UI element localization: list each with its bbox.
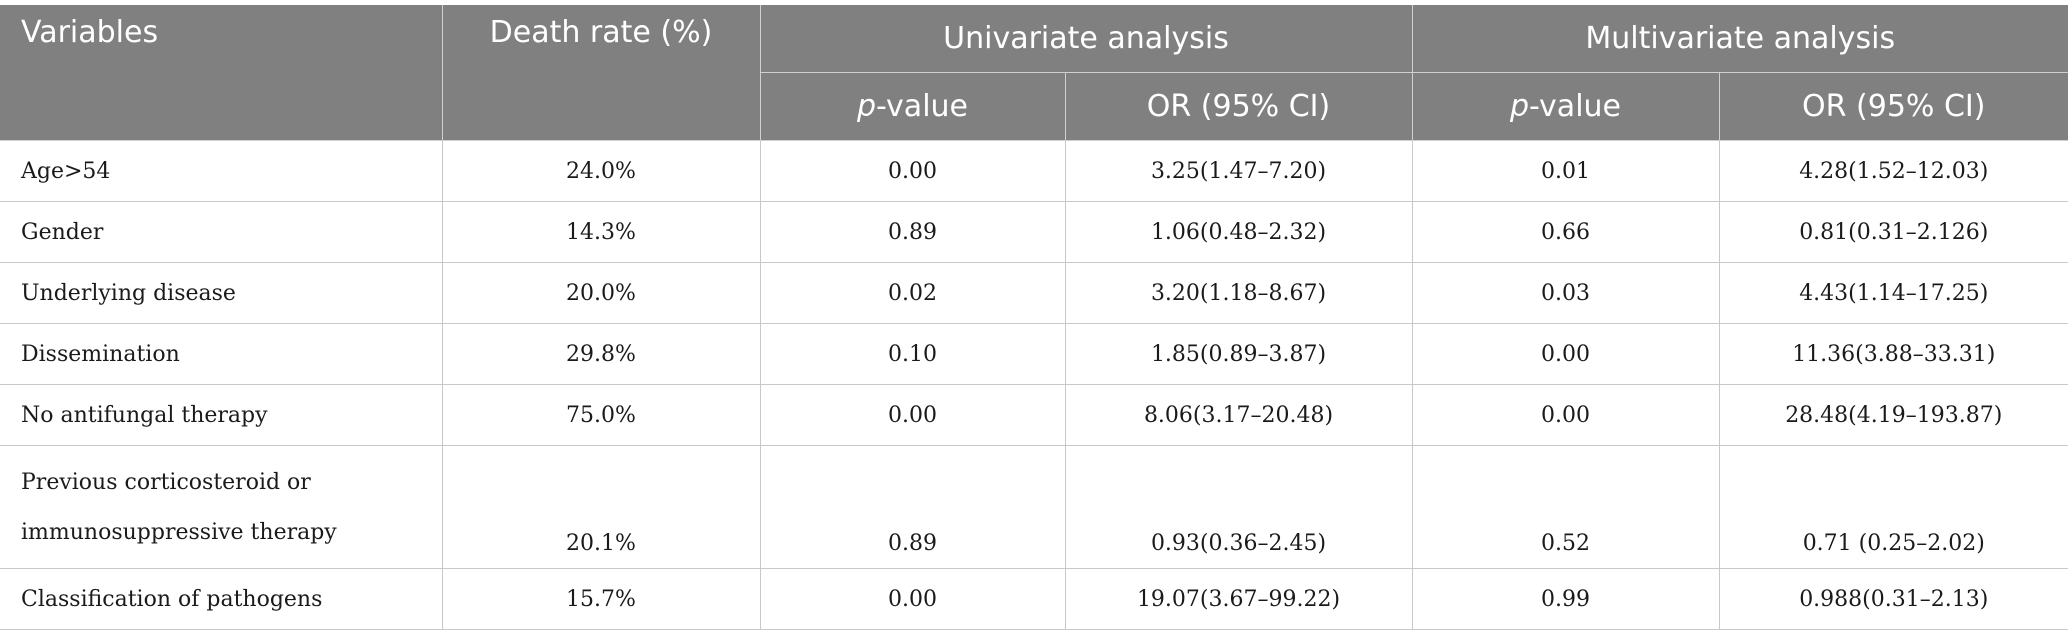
cell-variable: Classification of pathogens: [0, 568, 443, 630]
cell-multi-p: 0.00: [1412, 384, 1720, 446]
cell-variable: Age>54: [0, 140, 443, 202]
cell-uni-p: 0.89: [760, 201, 1066, 263]
cell-multi-or: 11.36(3.88–33.31): [1719, 323, 2068, 385]
cell-variable: Gender: [0, 201, 443, 263]
cell-multi-or: 0.71 (0.25–2.02): [1719, 445, 2068, 569]
cell-multi-or: 4.43(1.14–17.25): [1719, 262, 2068, 324]
cell-death-rate: 75.0%: [442, 384, 761, 446]
cell-multi-p: 0.99: [1412, 568, 1720, 630]
cell-uni-or: 3.25(1.47–7.20): [1065, 140, 1413, 202]
cell-uni-p: 0.10: [760, 323, 1066, 385]
cell-variable: Previous corticosteroid or immunosuppress…: [0, 445, 443, 569]
header-univariate-p-value: p-value: [760, 72, 1066, 141]
cell-uni-p: 0.00: [760, 140, 1066, 202]
cell-uni-or: 1.06(0.48–2.32): [1065, 201, 1413, 263]
results-table: Variables Death rate (%) Univariate anal…: [0, 5, 2068, 630]
cell-uni-or: 0.93(0.36–2.45): [1065, 445, 1413, 569]
cell-multi-p: 0.52: [1412, 445, 1720, 569]
table-row: Previous corticosteroid or immunosuppress…: [0, 445, 2068, 569]
table-row: Dissemination 29.8% 0.10 1.85(0.89–3.87)…: [0, 323, 2068, 385]
cell-uni-p: 0.00: [760, 384, 1066, 446]
cell-multi-p: 0.00: [1412, 323, 1720, 385]
header-variables: Variables: [0, 5, 443, 141]
cell-variable: Dissemination: [0, 323, 443, 385]
header-multivariate-p-value: p-value: [1412, 72, 1720, 141]
cell-uni-p: 0.02: [760, 262, 1066, 324]
table-row: Age>54 24.0% 0.00 3.25(1.47–7.20) 0.01 4…: [0, 140, 2068, 202]
header-death-rate: Death rate (%): [442, 5, 761, 141]
cell-uni-p: 0.89: [760, 445, 1066, 569]
table-row: Underlying disease 20.0% 0.02 3.20(1.18–…: [0, 262, 2068, 324]
cell-death-rate: 20.1%: [442, 445, 761, 569]
cell-variable-line: Previous corticosteroid or: [21, 470, 311, 495]
cell-death-rate: 14.3%: [442, 201, 761, 263]
cell-death-rate: 29.8%: [442, 323, 761, 385]
cell-multi-or: 4.28(1.52–12.03): [1719, 140, 2068, 202]
p-italic: p: [1509, 89, 1530, 124]
header-univariate: Univariate analysis: [760, 5, 1413, 73]
table-row: Gender 14.3% 0.89 1.06(0.48–2.32) 0.66 0…: [0, 201, 2068, 263]
cell-uni-or: 19.07(3.67–99.22): [1065, 568, 1413, 630]
cell-multi-p: 0.01: [1412, 140, 1720, 202]
header-multivariate-or: OR (95% CI): [1719, 72, 2068, 141]
header-univariate-or: OR (95% CI): [1065, 72, 1413, 141]
cell-multi-p: 0.03: [1412, 262, 1720, 324]
cell-multi-or: 28.48(4.19–193.87): [1719, 384, 2068, 446]
cell-uni-or: 3.20(1.18–8.67): [1065, 262, 1413, 324]
cell-multi-or: 0.81(0.31–2.126): [1719, 201, 2068, 263]
cell-death-rate: 15.7%: [442, 568, 761, 630]
table-body: Age>54 24.0% 0.00 3.25(1.47–7.20) 0.01 4…: [0, 140, 2068, 630]
cell-uni-p: 0.00: [760, 568, 1066, 630]
cell-variable-line: immunosuppressive therapy: [21, 520, 337, 545]
cell-uni-or: 1.85(0.89–3.87): [1065, 323, 1413, 385]
table-header: Variables Death rate (%) Univariate anal…: [0, 5, 2068, 141]
cell-multi-or: 0.988(0.31–2.13): [1719, 568, 2068, 630]
table-row: Classification of pathogens 15.7% 0.00 1…: [0, 568, 2068, 630]
cell-uni-or: 8.06(3.17–20.48): [1065, 384, 1413, 446]
cell-variable: No antifungal therapy: [0, 384, 443, 446]
cell-multi-p: 0.66: [1412, 201, 1720, 263]
cell-death-rate: 24.0%: [442, 140, 761, 202]
p-suffix: -value: [1529, 89, 1621, 124]
p-suffix: -value: [876, 89, 968, 124]
header-multivariate: Multivariate analysis: [1412, 5, 2068, 73]
cell-variable: Underlying disease: [0, 262, 443, 324]
cell-death-rate: 20.0%: [442, 262, 761, 324]
table-row: No antifungal therapy 75.0% 0.00 8.06(3.…: [0, 384, 2068, 446]
p-italic: p: [856, 89, 877, 124]
